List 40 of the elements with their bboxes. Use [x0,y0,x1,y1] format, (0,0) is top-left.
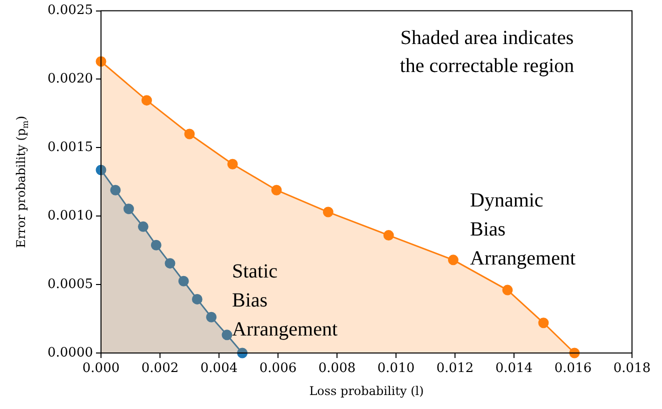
point [502,284,513,296]
point [227,158,238,170]
annotation: Shaded area indicates the correctable region [400,27,574,78]
y-axis-title: Error probability (pm) [14,116,30,248]
point [538,318,549,328]
annotation: Static Bias Arrangement [232,260,338,340]
x-tick-label: 0.006 [259,361,297,376]
x-tick-label: 0.014 [495,361,533,376]
point [448,254,458,266]
y-tick-label: 0.0010 [48,208,93,224]
x-tick-label: 0.002 [141,361,179,376]
point [383,230,394,241]
y-tick-label: 0.0025 [48,3,93,18]
x-tick-label: 0.012 [436,361,474,376]
point [178,276,189,286]
y-tick-label: 0.0020 [48,72,93,87]
x-tick-label: 0.018 [613,361,651,376]
point [184,128,195,140]
x-tick-label: 0.016 [554,361,592,376]
y-tick-label: 0.0015 [48,140,93,156]
point [569,348,580,358]
point [322,206,334,218]
x-axis-title: Loss probability (l) [309,384,424,398]
point [271,184,282,196]
point [222,330,232,340]
point [164,258,176,269]
x-tick-label: 0.010 [377,361,415,376]
point [206,312,217,322]
point [141,95,152,106]
y-tick-label: 0.0000 [48,345,93,360]
annotation: Dynamic Bias Arrangement [470,189,576,270]
x-tick-label: 0.000 [82,361,120,376]
y-tick-label: 0.0005 [48,276,93,292]
point [123,204,134,214]
point [138,221,148,232]
x-tick-label: 0.008 [318,361,356,376]
x-tick-label: 0.004 [200,361,238,376]
point [192,294,202,304]
point [110,184,121,196]
point [150,240,162,250]
